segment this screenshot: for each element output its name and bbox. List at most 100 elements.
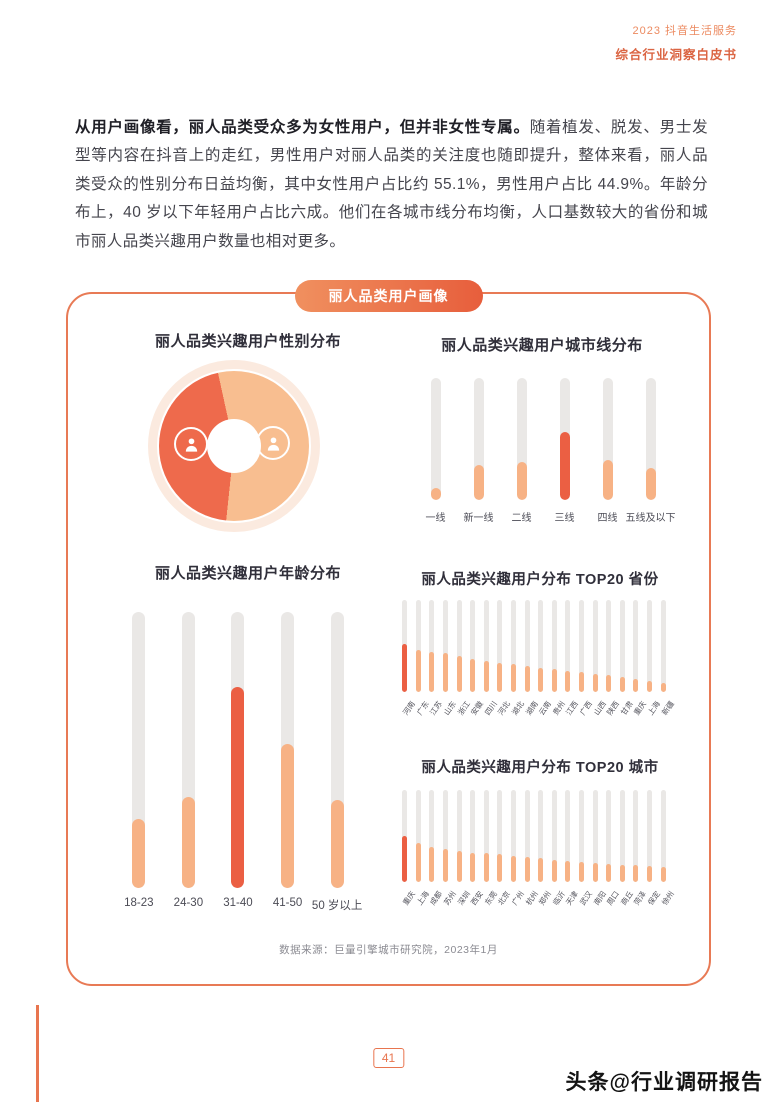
bar-fill — [497, 854, 503, 882]
bar-column: 深圳 — [452, 790, 472, 907]
bar-track — [602, 378, 613, 500]
bar-fill — [181, 796, 195, 888]
bar-column: 50 岁以上 — [312, 612, 362, 913]
bar-track — [538, 600, 544, 692]
page-header: 2023 抖音生活服务 综合行业洞察白皮书 — [615, 22, 737, 63]
bar-track — [538, 790, 544, 882]
bar-fill — [443, 653, 449, 692]
bar-column: 四川 — [480, 600, 499, 717]
bar-column: 广西 — [575, 600, 594, 717]
bar-fill — [660, 682, 666, 692]
bar-column: 天津 — [561, 790, 580, 907]
bar-track — [646, 600, 652, 692]
bar-column: 苏州 — [439, 790, 458, 907]
bar-label: 41-50 — [272, 897, 303, 909]
bar-track — [430, 378, 441, 500]
bar-track — [511, 600, 517, 692]
gender-chart-title: 丽人品类兴趣用户性别分布 — [154, 333, 341, 350]
bar-column: 安徽 — [466, 600, 485, 717]
city-bar-chart: 重庆 上海 成都 苏州 深圳 西安 东莞 北京 广州 杭州 郑州 临沂 天津 武汉 南阳 周口 商丘 菏泽 保定 徐州 — [398, 790, 676, 907]
bar-column: 重庆 — [629, 600, 648, 717]
bar-track — [470, 600, 476, 692]
bar-column: 北京 — [493, 790, 512, 907]
age-chart-title: 丽人品类兴趣用户年龄分布 — [154, 565, 341, 582]
bar-fill — [483, 660, 489, 692]
bar-track — [456, 600, 462, 692]
bar-fill — [559, 431, 570, 500]
bar-track — [606, 600, 612, 692]
bar-track — [619, 790, 625, 882]
bar-column: 31-40 — [213, 612, 263, 913]
bar-column: 18-23 — [114, 612, 164, 913]
bar-fill — [516, 462, 527, 500]
bar-fill — [402, 836, 408, 882]
bar-fill — [524, 666, 530, 692]
header-line2: 综合行业洞察白皮书 — [615, 48, 737, 62]
bar-track — [524, 600, 530, 692]
header-line1: 2023 抖音生活服务 — [632, 25, 737, 37]
bar-label: 新一线 — [463, 513, 494, 524]
bar-fill — [430, 487, 441, 500]
bar-track — [281, 612, 295, 888]
bar-column: 一线 — [414, 378, 457, 524]
bar-track — [516, 378, 527, 500]
bar-column: 江西 — [561, 600, 580, 717]
bar-column: 重庆 — [398, 790, 417, 907]
bar-column: 杭州 — [520, 790, 540, 907]
bar-fill — [606, 675, 612, 692]
bar-track — [443, 600, 449, 692]
bar-track — [559, 378, 570, 500]
bar-fill — [646, 680, 652, 692]
paragraph-lead: 从用户画像看，丽人品类受众多为女性用户，但并非女性专属。 — [75, 118, 530, 136]
bar-track — [497, 600, 503, 692]
watermark-text: 头条@行业调研报告 — [565, 1071, 763, 1094]
bar-fill — [524, 857, 530, 882]
bar-track — [402, 790, 408, 882]
bar-column: 甘肃 — [616, 600, 635, 717]
bar-column: 徐州 — [656, 790, 676, 907]
bar-fill — [579, 671, 585, 692]
bar-column: 湖南 — [520, 600, 540, 717]
age-bar-chart: 18-23 24-30 31-40 41-50 50 岁以上 — [114, 612, 362, 913]
bar-track — [660, 790, 666, 882]
bar-column: 河北 — [493, 600, 512, 717]
bar-column: 西安 — [466, 790, 485, 907]
left-edge-accent-line — [36, 1005, 39, 1102]
bar-fill — [565, 670, 571, 692]
bar-fill — [646, 866, 652, 882]
bar-column: 武汉 — [575, 790, 594, 907]
bar-fill — [281, 744, 295, 888]
bar-track — [579, 600, 585, 692]
bar-column: 新疆 — [656, 600, 676, 717]
bar-label: 31-40 — [223, 897, 253, 909]
bar-track — [660, 600, 666, 692]
bar-label: 二线 — [511, 513, 532, 524]
bar-track — [579, 790, 585, 882]
bar-column: 云南 — [534, 600, 553, 717]
bar-fill — [619, 677, 625, 692]
bar-column: 保定 — [643, 790, 662, 907]
bar-track — [483, 600, 489, 692]
bar-track — [415, 790, 421, 882]
bar-track — [633, 600, 639, 692]
bar-track — [497, 790, 503, 882]
bar-fill — [497, 662, 503, 692]
bar-column: 菏泽 — [629, 790, 648, 907]
bar-fill — [606, 863, 612, 882]
bar-track — [330, 612, 344, 888]
bar-track — [429, 600, 435, 692]
bar-column: 陕西 — [602, 600, 621, 717]
bar-fill — [456, 656, 462, 692]
bar-track — [551, 600, 557, 692]
bar-label: 新疆 — [659, 699, 676, 717]
bar-track — [402, 600, 408, 692]
bar-label: 一线 — [425, 513, 446, 524]
bar-column: 贵州 — [548, 600, 567, 717]
bar-track — [231, 612, 245, 888]
cityline-chart-title: 丽人品类兴趣用户城市线分布 — [441, 337, 643, 354]
bar-column: 广东 — [412, 600, 431, 717]
bar-track — [511, 790, 517, 882]
bar-column: 郑州 — [534, 790, 553, 907]
bar-fill — [429, 651, 435, 692]
